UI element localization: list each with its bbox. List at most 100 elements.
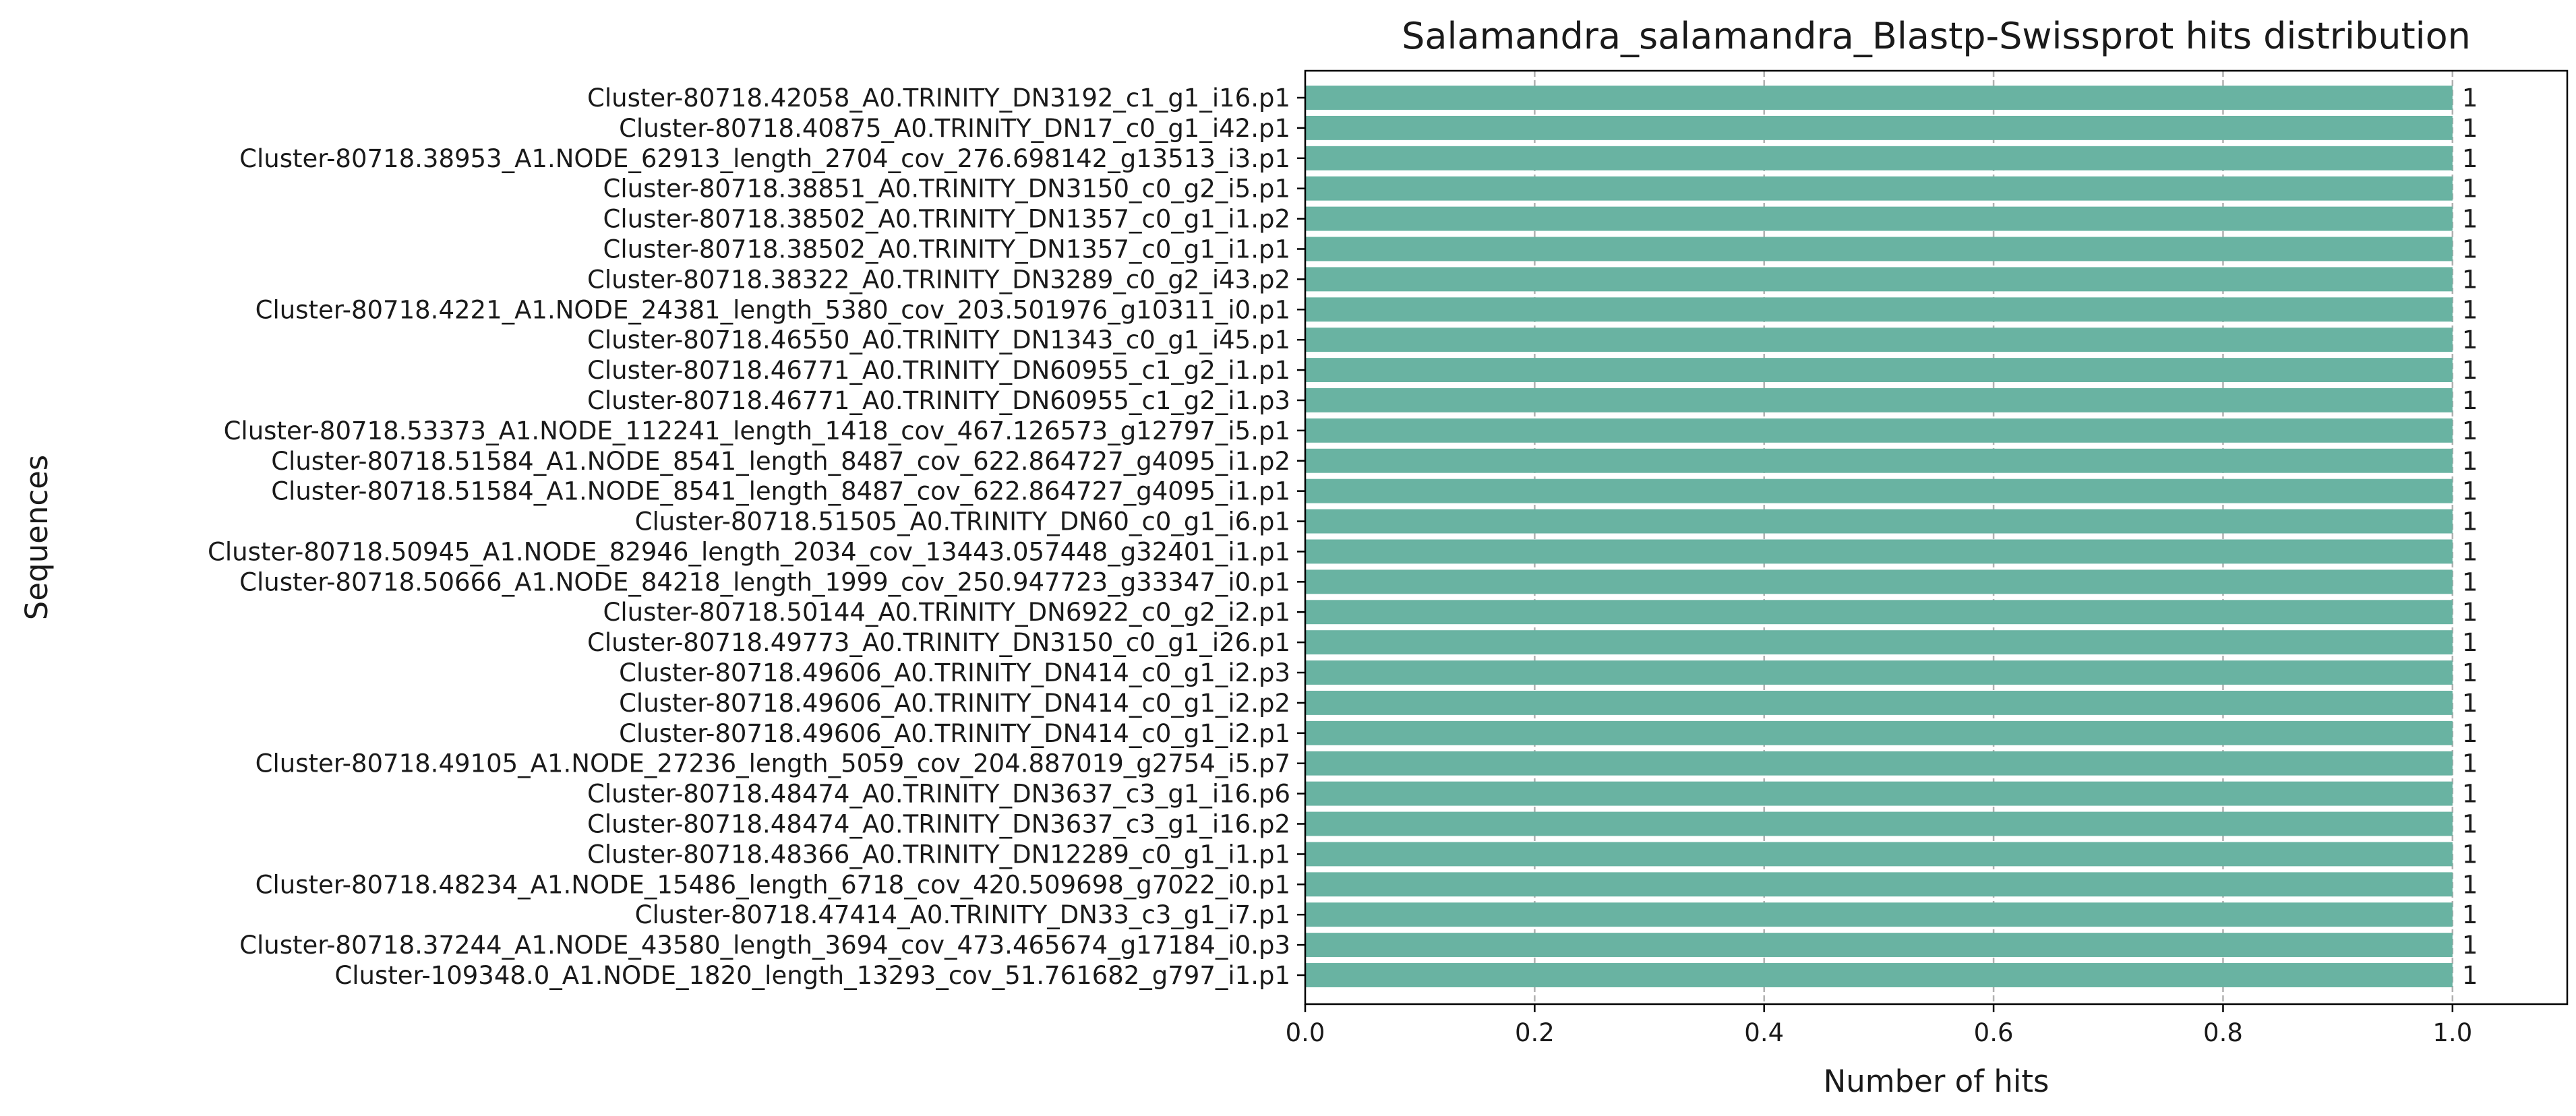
bar <box>1305 86 2453 110</box>
y-category-label: Cluster-80718.48234_A1.NODE_15486_length… <box>256 870 1290 899</box>
y-axis-label: Sequences <box>19 455 55 620</box>
y-category-label: Cluster-80718.51584_A1.NODE_8541_length_… <box>271 477 1290 506</box>
y-category-label: Cluster-80718.49606_A0.TRINITY_DN414_c0_… <box>619 689 1290 718</box>
bar-value-label: 1 <box>2462 931 2478 960</box>
bar <box>1305 842 2453 867</box>
bar-value-label: 1 <box>2462 235 2478 264</box>
bar <box>1305 418 2453 443</box>
y-category-label: Cluster-80718.51584_A1.NODE_8541_length_… <box>271 447 1290 476</box>
y-category-label: Cluster-80718.38851_A0.TRINITY_DN3150_c0… <box>603 175 1290 204</box>
bar-value-label: 1 <box>2462 658 2478 687</box>
bar-value-label: 1 <box>2462 900 2478 929</box>
bar-value-label: 1 <box>2462 810 2478 839</box>
y-category-label: Cluster-80718.38502_A0.TRINITY_DN1357_c0… <box>603 235 1290 264</box>
bar <box>1305 146 2453 170</box>
bar <box>1305 630 2453 655</box>
y-category-label: Cluster-80718.49606_A0.TRINITY_DN414_c0_… <box>619 658 1290 687</box>
bar <box>1305 206 2453 231</box>
y-category-label: Cluster-80718.38502_A0.TRINITY_DN1357_c0… <box>603 205 1290 234</box>
bar <box>1305 478 2453 503</box>
bar <box>1305 328 2453 352</box>
bar <box>1305 933 2453 958</box>
y-category-label: Cluster-80718.53373_A1.NODE_112241_lengt… <box>224 416 1290 445</box>
y-category-label: Cluster-80718.49773_A0.TRINITY_DN3150_c0… <box>587 628 1290 657</box>
x-tick-label: 0.6 <box>1974 1018 2014 1047</box>
bar <box>1305 569 2453 594</box>
bar-value-label: 1 <box>2462 537 2478 566</box>
bar-value-label: 1 <box>2462 961 2478 990</box>
bar <box>1305 176 2453 201</box>
bar <box>1305 448 2453 473</box>
y-category-label: Cluster-80718.4221_A1.NODE_24381_length_… <box>256 295 1290 324</box>
x-axis-ticks: 0.0 0.2 0.4 0.6 0.8 1.0 <box>1286 1004 2472 1047</box>
y-category-label: Cluster-80718.50666_A1.NODE_84218_length… <box>239 567 1290 596</box>
x-tick-label: 0.4 <box>1744 1018 1784 1047</box>
bar <box>1305 297 2453 322</box>
y-axis-category-labels: Cluster-80718.42058_A0.TRINITY_DN3192_c1… <box>208 84 1305 990</box>
y-category-label: Cluster-80718.40875_A0.TRINITY_DN17_c0_g… <box>619 114 1290 143</box>
bar-value-label: 1 <box>2462 749 2478 778</box>
x-axis-label: Number of hits <box>1824 1063 2049 1099</box>
axes <box>1304 69 2569 1005</box>
bar-value-label: 1 <box>2462 507 2478 536</box>
bar <box>1305 963 2453 987</box>
bar-value-label: 1 <box>2462 386 2478 415</box>
bar-value-label: 1 <box>2462 598 2478 627</box>
bar-value-label: 1 <box>2462 326 2478 354</box>
x-tick-label: 0.2 <box>1515 1018 1555 1047</box>
bar <box>1305 872 2453 897</box>
y-category-label: Cluster-80718.49105_A1.NODE_27236_length… <box>256 749 1290 778</box>
bar-value-label: 1 <box>2462 175 2478 204</box>
x-tick-label: 0.8 <box>2203 1018 2243 1047</box>
bar <box>1305 811 2453 836</box>
y-category-label: Cluster-80718.51505_A0.TRINITY_DN60_c0_g… <box>635 507 1290 536</box>
bar <box>1305 600 2453 625</box>
bar-value-label: 1 <box>2462 295 2478 324</box>
y-category-label: Cluster-80718.46550_A0.TRINITY_DN1343_c0… <box>587 326 1290 354</box>
bars <box>1305 86 2453 987</box>
bar <box>1305 539 2453 564</box>
y-category-label: Cluster-80718.50144_A0.TRINITY_DN6922_c0… <box>603 598 1290 627</box>
bar-value-label: 1 <box>2462 84 2478 113</box>
y-category-label: Cluster-80718.38953_A1.NODE_62913_length… <box>239 144 1290 173</box>
bar-value-label: 1 <box>2462 689 2478 718</box>
bar <box>1305 781 2453 806</box>
bar-value-label: 1 <box>2462 477 2478 506</box>
plot-frame <box>1304 69 2569 1005</box>
bar <box>1305 388 2453 412</box>
y-category-label: Cluster-80718.48474_A0.TRINITY_DN3637_c3… <box>587 780 1290 809</box>
y-category-label: Cluster-80718.48474_A0.TRINITY_DN3637_c3… <box>587 810 1290 839</box>
y-category-label: Cluster-80718.50945_A1.NODE_82946_length… <box>208 537 1290 566</box>
bar <box>1305 115 2453 140</box>
y-category-label: Cluster-80718.38322_A0.TRINITY_DN3289_c0… <box>587 265 1290 294</box>
bar <box>1305 660 2453 685</box>
bar-value-label: 1 <box>2462 265 2478 294</box>
bar <box>1305 720 2453 745</box>
bar <box>1305 237 2453 261</box>
bar <box>1305 751 2453 776</box>
bar-value-label: 1 <box>2462 719 2478 748</box>
y-category-label: Cluster-80718.49606_A0.TRINITY_DN414_c0_… <box>619 719 1290 748</box>
bar-value-label: 1 <box>2462 567 2478 596</box>
bar-value-label: 1 <box>2462 870 2478 899</box>
bar-value-label: 1 <box>2462 840 2478 869</box>
bar <box>1305 358 2453 383</box>
bar-value-label: 1 <box>2462 416 2478 445</box>
x-tick-label: 0.0 <box>1286 1018 1325 1047</box>
y-category-label: Cluster-109348.0_A1.NODE_1820_length_132… <box>334 961 1290 990</box>
bar-value-label: 1 <box>2462 780 2478 809</box>
bar <box>1305 267 2453 292</box>
bar-value-label: 1 <box>2462 114 2478 143</box>
y-category-label: Cluster-80718.48366_A0.TRINITY_DN12289_c… <box>587 840 1290 869</box>
y-category-label: Cluster-80718.37244_A1.NODE_43580_length… <box>239 931 1290 960</box>
y-category-label: Cluster-80718.46771_A0.TRINITY_DN60955_c… <box>587 386 1290 415</box>
y-category-label: Cluster-80718.46771_A0.TRINITY_DN60955_c… <box>587 356 1290 385</box>
chart-title: Salamandra_salamandra_Blastp-Swissprot h… <box>1402 15 2471 57</box>
bar-value-label: 1 <box>2462 447 2478 476</box>
bar-value-label: 1 <box>2462 356 2478 385</box>
bar-value-label: 1 <box>2462 144 2478 173</box>
bar-value-label: 1 <box>2462 205 2478 234</box>
x-tick-label: 1.0 <box>2432 1018 2472 1047</box>
